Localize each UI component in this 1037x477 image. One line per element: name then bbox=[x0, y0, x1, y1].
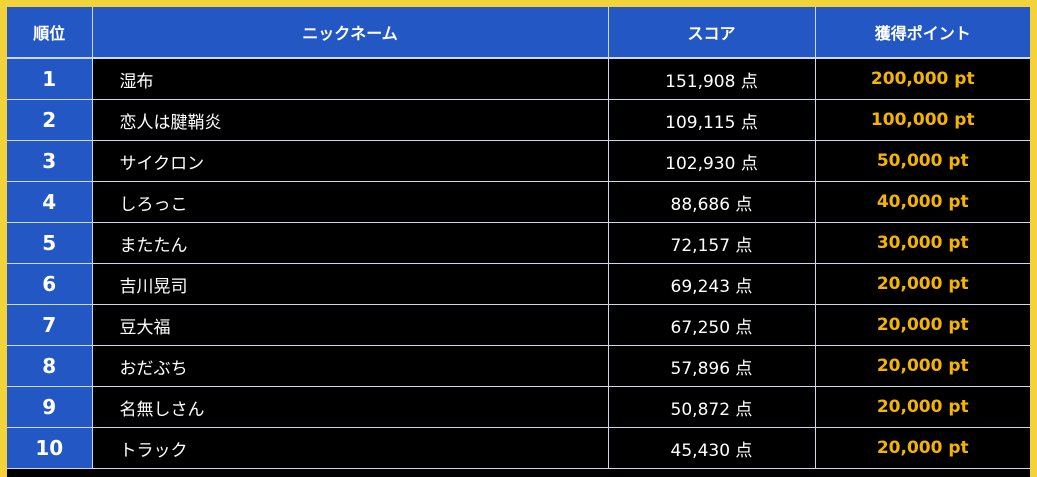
rank-cell: 1 bbox=[7, 58, 93, 100]
rank-cell: 9 bbox=[7, 386, 93, 428]
rank-cell: 2 bbox=[7, 99, 93, 141]
table-row: 8 おだぶち 57,896 点 20,000 pt bbox=[7, 345, 1030, 387]
table-row: 1 湿布 151,908 点 200,000 pt bbox=[7, 58, 1030, 100]
points-cell: 50,000 pt bbox=[815, 140, 1030, 182]
score-cell: 45,430 点 bbox=[608, 427, 816, 469]
score-cell: 109,115 点 bbox=[608, 99, 816, 141]
nickname-cell: しろっこ bbox=[92, 181, 609, 223]
table-row: 3 サイクロン 102,930 点 50,000 pt bbox=[7, 140, 1030, 182]
points-cell: 20,000 pt bbox=[815, 345, 1030, 387]
ranking-table-body: 1 湿布 151,908 点 200,000 pt 2 恋人は腱鞘炎 109,1… bbox=[7, 58, 1030, 469]
table-row: 7 豆大福 67,250 点 20,000 pt bbox=[7, 304, 1030, 346]
nickname-cell: またたん bbox=[92, 222, 609, 264]
table-row: 9 名無しさん 50,872 点 20,000 pt bbox=[7, 386, 1030, 428]
rank-cell: 4 bbox=[7, 181, 93, 223]
nickname-cell: 湿布 bbox=[92, 58, 609, 100]
ranking-table: 順位 ニックネーム スコア 獲得ポイント 1 湿布 151,908 点 200,… bbox=[7, 7, 1030, 469]
ranking-table-frame: 順位 ニックネーム スコア 獲得ポイント 1 湿布 151,908 点 200,… bbox=[7, 7, 1030, 477]
rank-cell: 7 bbox=[7, 304, 93, 346]
nickname-cell: 豆大福 bbox=[92, 304, 609, 346]
points-cell: 40,000 pt bbox=[815, 181, 1030, 223]
rank-cell: 5 bbox=[7, 222, 93, 264]
nickname-cell: サイクロン bbox=[92, 140, 609, 182]
score-cell: 88,686 点 bbox=[608, 181, 816, 223]
rank-cell: 10 bbox=[7, 427, 93, 469]
score-cell: 67,250 点 bbox=[608, 304, 816, 346]
ranking-table-header: 順位 ニックネーム スコア 獲得ポイント bbox=[7, 7, 1030, 59]
points-cell: 20,000 pt bbox=[815, 304, 1030, 346]
score-cell: 151,908 点 bbox=[608, 58, 816, 100]
table-row: 10 トラック 45,430 点 20,000 pt bbox=[7, 427, 1030, 469]
score-cell: 72,157 点 bbox=[608, 222, 816, 264]
table-row: 4 しろっこ 88,686 点 40,000 pt bbox=[7, 181, 1030, 223]
points-cell: 20,000 pt bbox=[815, 263, 1030, 305]
points-cell: 20,000 pt bbox=[815, 386, 1030, 428]
table-row: 6 吉川晃司 69,243 点 20,000 pt bbox=[7, 263, 1030, 305]
header-row: 順位 ニックネーム スコア 獲得ポイント bbox=[7, 7, 1030, 59]
points-cell: 20,000 pt bbox=[815, 427, 1030, 469]
header-points: 獲得ポイント bbox=[815, 7, 1030, 59]
header-score: スコア bbox=[608, 7, 816, 59]
points-cell: 30,000 pt bbox=[815, 222, 1030, 264]
nickname-cell: 名無しさん bbox=[92, 386, 609, 428]
nickname-cell: 恋人は腱鞘炎 bbox=[92, 99, 609, 141]
rank-cell: 8 bbox=[7, 345, 93, 387]
nickname-cell: 吉川晃司 bbox=[92, 263, 609, 305]
score-cell: 50,872 点 bbox=[608, 386, 816, 428]
score-cell: 102,930 点 bbox=[608, 140, 816, 182]
points-cell: 100,000 pt bbox=[815, 99, 1030, 141]
points-cell: 200,000 pt bbox=[815, 58, 1030, 100]
table-row: 5 またたん 72,157 点 30,000 pt bbox=[7, 222, 1030, 264]
rank-cell: 6 bbox=[7, 263, 93, 305]
header-rank: 順位 bbox=[7, 7, 93, 59]
nickname-cell: おだぶち bbox=[92, 345, 609, 387]
nickname-cell: トラック bbox=[92, 427, 609, 469]
header-nickname: ニックネーム bbox=[92, 7, 609, 59]
score-cell: 57,896 点 bbox=[608, 345, 816, 387]
score-cell: 69,243 点 bbox=[608, 263, 816, 305]
rank-cell: 3 bbox=[7, 140, 93, 182]
table-row: 2 恋人は腱鞘炎 109,115 点 100,000 pt bbox=[7, 99, 1030, 141]
